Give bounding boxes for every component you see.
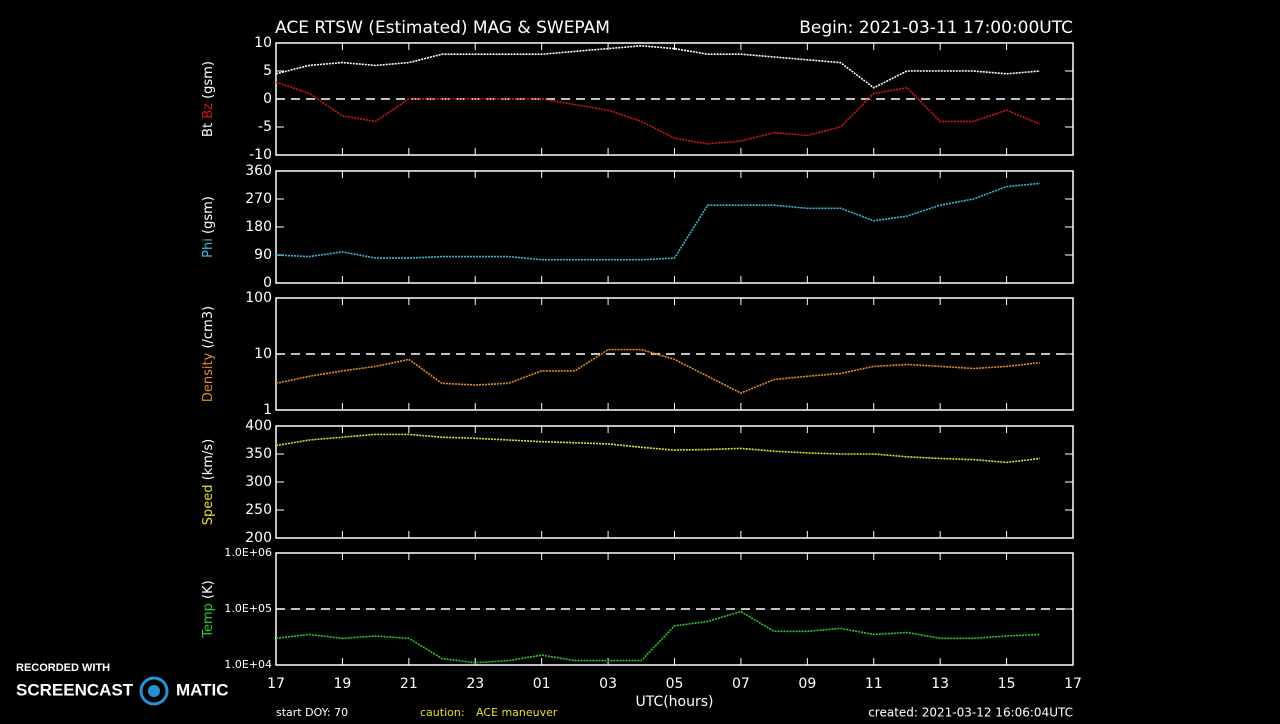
y-tick-label: 1 — [263, 402, 272, 418]
panel-frame — [275, 425, 1074, 539]
legend-entry: Phi — [201, 238, 216, 258]
y-tick-label: 350 — [245, 446, 272, 462]
x-tick-label: 03 — [599, 676, 617, 692]
x-tick-label: 05 — [666, 676, 684, 692]
y-tick-label: 0 — [263, 275, 272, 291]
y-tick-label: 200 — [245, 530, 272, 546]
x-tick-label: 19 — [334, 676, 352, 692]
y-tick-label: 0 — [263, 91, 272, 107]
y-axis-label: Temp (K) — [201, 580, 216, 638]
y-axis-label: Density (/cm3) — [201, 306, 216, 402]
begin-time: Begin: 2021-03-11 17:00:00UTC — [799, 18, 1073, 38]
watermark-left: SCREENCAST — [16, 680, 134, 699]
data-line — [275, 433, 1040, 464]
y-tick-label: -5 — [258, 119, 272, 135]
chart-title: ACE RTSW (Estimated) MAG & SWEPAM — [275, 18, 610, 38]
legend-entry: Bt — [201, 123, 216, 137]
y-tick-label: 100 — [245, 290, 272, 306]
y-tick-label: 1.0E+04 — [224, 658, 272, 671]
data-line — [275, 610, 1040, 664]
data-line — [275, 348, 1040, 394]
watermark-logo-dot — [148, 685, 160, 697]
y-axis-unit: (gsm) — [201, 196, 216, 234]
caution-text: ACE maneuver — [476, 706, 558, 719]
x-tick-label: 09 — [798, 676, 816, 692]
y-tick-label: -10 — [249, 147, 272, 163]
x-tick-label: 07 — [732, 676, 750, 692]
watermark-top: RECORDED WITH — [16, 662, 110, 674]
y-tick-label: 1.0E+05 — [224, 602, 272, 615]
legend-entry: Speed — [201, 484, 216, 525]
y-tick-label: 5 — [263, 63, 272, 79]
x-tick-label: 11 — [865, 676, 883, 692]
x-tick-label: 23 — [466, 676, 484, 692]
y-tick-label: 10 — [254, 35, 272, 51]
legend-entry: Temp — [201, 603, 216, 639]
y-axis-unit: (gsm) — [201, 61, 216, 99]
y-axis-label: Phi (gsm) — [201, 196, 216, 258]
created: created: 2021-03-12 16:06:04UTC — [868, 706, 1073, 720]
data-line — [275, 44, 1040, 89]
y-tick-label: 250 — [245, 502, 272, 518]
data-line — [275, 81, 1041, 145]
x-tick-label: 21 — [400, 676, 418, 692]
y-axis-unit: (km/s) — [201, 439, 216, 481]
y-tick-label: 300 — [245, 474, 272, 490]
y-tick-label: 1.0E+06 — [224, 546, 272, 559]
y-tick-label: 270 — [245, 191, 272, 207]
y-axis-label: Speed (km/s) — [201, 439, 216, 525]
panel-frame — [275, 170, 1074, 284]
x-tick-label: 13 — [931, 676, 949, 692]
legend-entry: Bz — [201, 103, 216, 119]
x-tick-label: 17 — [267, 676, 285, 692]
y-tick-label: 180 — [245, 219, 272, 235]
y-axis-unit: (/cm3) — [201, 306, 216, 349]
legend-entry: Density — [201, 352, 216, 402]
x-tick-label: 15 — [998, 676, 1016, 692]
watermark-right: MATIC — [176, 680, 229, 699]
y-tick-label: 400 — [245, 418, 272, 434]
y-tick-label: 360 — [245, 163, 272, 179]
y-tick-label: 90 — [254, 247, 272, 263]
watermark-logo — [139, 676, 169, 706]
x-tick-label: 01 — [533, 676, 551, 692]
data-line — [275, 182, 1040, 261]
y-axis-unit: (K) — [201, 580, 216, 599]
x-axis-label: UTC(hours) — [635, 694, 713, 710]
y-axis-label: Bt Bz (gsm) — [201, 61, 216, 137]
start-doy: start DOY: 70 — [276, 706, 348, 719]
y-tick-label: 10 — [254, 346, 272, 362]
caution: caution: — [420, 706, 465, 719]
x-tick-label: 17 — [1064, 676, 1082, 692]
